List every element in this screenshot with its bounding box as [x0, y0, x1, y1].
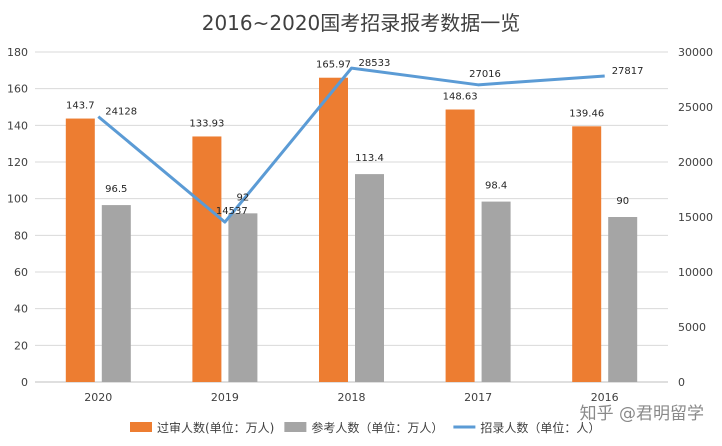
x-tick-label: 2020 [84, 391, 112, 404]
data-label-recruits: 24128 [105, 107, 137, 118]
data-label-examinees: 96.5 [105, 184, 127, 195]
y-right-tick-label: 10000 [678, 266, 713, 279]
bar-examinees [228, 213, 258, 382]
legend-label: 招录人数（单位：人） [480, 420, 600, 435]
data-label-approved: 133.93 [189, 118, 224, 129]
bar-examinees [481, 201, 511, 382]
data-labels: 143.7 133.93 165.97 148.63 139.46 96.5 92 113.4… [66, 58, 644, 217]
y-left-tick-label: 180 [7, 46, 28, 59]
data-label-recruits: 27016 [469, 69, 501, 80]
y-left-tick-label: 60 [14, 266, 28, 279]
bar-examinees [101, 205, 131, 382]
x-tick-label: 2016 [591, 391, 619, 404]
data-label-recruits: 28533 [359, 58, 391, 69]
bar-approved [445, 109, 475, 383]
data-label-recruits: 14537 [216, 206, 248, 217]
y-right-tick-label: 0 [678, 376, 685, 389]
bar-approved [65, 118, 95, 383]
legend: 过审人数(单位：万人) 参考人数（单位：万人） 招录人数（单位：人） [130, 420, 600, 435]
data-label-approved: 143.7 [66, 101, 95, 112]
y-axis-left: 0 20 40 60 80 100 120 140 160 180 [7, 46, 28, 389]
x-tick-label: 2018 [338, 391, 366, 404]
legend-label: 参考人数（单位：万人） [311, 420, 443, 435]
y-left-tick-label: 80 [14, 229, 28, 242]
data-label-examinees: 92 [237, 192, 250, 203]
legend-label: 过审人数(单位：万人) [157, 420, 274, 435]
line-recruits [97, 66, 605, 224]
line-series [97, 66, 605, 224]
legend-swatch [130, 422, 152, 432]
y-left-tick-label: 40 [14, 303, 28, 316]
y-left-tick-label: 120 [7, 156, 28, 169]
x-tick-label: 2017 [464, 391, 492, 404]
data-label-examinees: 113.4 [355, 153, 384, 164]
y-right-tick-label: 30000 [678, 46, 713, 59]
data-label-approved: 165.97 [316, 60, 351, 71]
y-right-tick-label: 15000 [678, 211, 713, 224]
y-axis-right: 0 5000 10000 15000 20000 25000 30000 [678, 46, 713, 389]
legend-swatch [284, 422, 307, 432]
gridlines [35, 51, 668, 383]
bar-approved [572, 126, 602, 382]
y-left-tick-label: 20 [14, 339, 28, 352]
y-left-tick-label: 0 [21, 376, 28, 389]
data-label-examinees: 90 [616, 196, 629, 207]
data-label-approved: 148.63 [443, 92, 478, 103]
bars [65, 77, 638, 383]
bar-approved [192, 136, 222, 382]
x-tick-label: 2019 [211, 391, 239, 404]
y-right-tick-label: 25000 [678, 101, 713, 114]
chart-title: 2016~2020国考招录报考数据一览 [202, 11, 521, 35]
data-label-examinees: 98.4 [485, 181, 507, 192]
bar-examinees [608, 217, 638, 382]
bar-examinees [355, 174, 384, 382]
bar-approved [319, 77, 348, 382]
y-left-tick-label: 100 [7, 193, 28, 206]
y-left-tick-label: 160 [7, 83, 28, 96]
y-right-tick-label: 5000 [678, 321, 706, 334]
data-label-approved: 139.46 [569, 108, 604, 119]
y-right-tick-label: 20000 [678, 156, 713, 169]
x-axis: 2020 2019 2018 2017 2016 [84, 391, 618, 404]
data-label-recruits: 27817 [612, 66, 644, 77]
y-left-tick-label: 140 [7, 119, 28, 132]
watermark: 知乎 @君明留学 [580, 404, 704, 424]
